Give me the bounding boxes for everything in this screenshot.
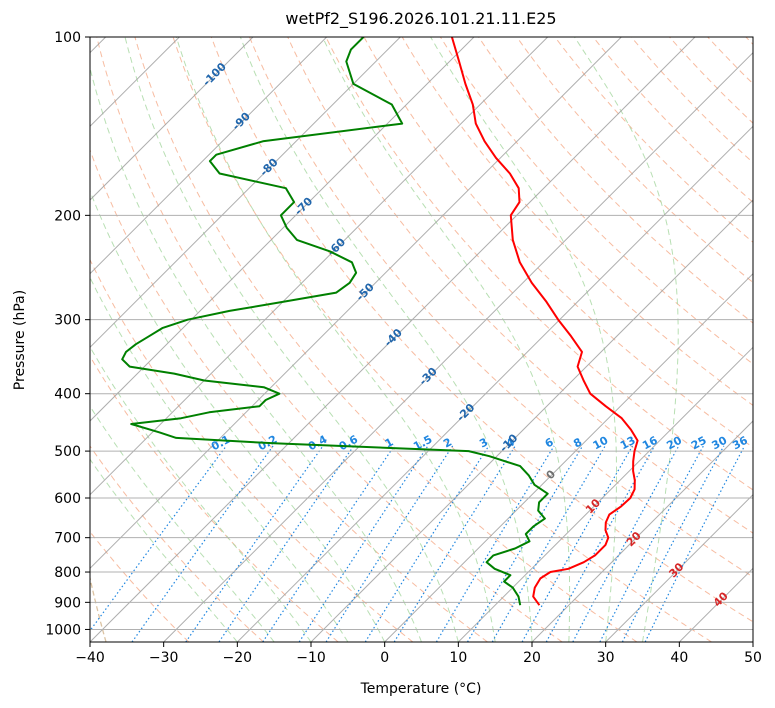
moist-adiabat-line xyxy=(175,37,496,642)
x-tick-label: −30 xyxy=(149,650,179,666)
isotherm-line xyxy=(90,37,401,349)
y-axis-label: Pressure (hPa) xyxy=(12,290,28,390)
dry-adiabat-line xyxy=(90,355,339,642)
mixing-ratio-label: 30 xyxy=(710,434,730,453)
mixing-ratio-label: 16 xyxy=(640,434,660,453)
moist-adiabat-line xyxy=(90,276,349,642)
isotherm-line xyxy=(236,125,753,642)
x-tick-label: −40 xyxy=(75,650,105,666)
isotherm-line xyxy=(90,37,622,570)
y-tick-label: 300 xyxy=(54,313,81,329)
y-tick-label: 100 xyxy=(54,30,81,46)
y-tick-label: 500 xyxy=(54,444,81,460)
mixing-ratio-line xyxy=(131,445,274,642)
profile-lines xyxy=(121,37,639,606)
y-tick-label: 200 xyxy=(54,208,81,224)
mixing-ratio-line xyxy=(218,445,355,642)
background-lines xyxy=(90,37,753,642)
mixing-ratio-label: 25 xyxy=(689,434,709,453)
y-tick-label: 1000 xyxy=(45,622,81,638)
x-tick-label: 50 xyxy=(744,650,762,666)
mixing-ratio-line xyxy=(364,445,490,642)
dry-adiabat-line xyxy=(172,37,712,642)
y-tick-label: 600 xyxy=(54,491,81,507)
mixing-ratio-line xyxy=(545,445,656,642)
isotherm-line xyxy=(384,272,753,642)
ice-reference-line xyxy=(90,574,107,642)
y-tick-label: 700 xyxy=(54,531,81,547)
mixing-ratio-line xyxy=(298,445,429,642)
dry-adiabat-line xyxy=(96,37,563,642)
y-tick-label: 400 xyxy=(54,387,81,403)
dry-adiabat-line xyxy=(249,37,753,578)
x-tick-label: −10 xyxy=(296,650,326,666)
x-tick-label: 30 xyxy=(597,650,615,666)
dry-adiabat-line xyxy=(287,37,753,534)
isotherm-line xyxy=(531,420,753,642)
moist-adiabat-line xyxy=(124,37,459,642)
plot-frame xyxy=(89,36,754,643)
y-tick-label: 800 xyxy=(54,565,81,581)
mixing-ratio-label: 20 xyxy=(664,434,684,453)
mixing-ratio-line xyxy=(435,445,555,642)
isotherm-line xyxy=(90,37,549,496)
isotherm-line xyxy=(90,37,696,642)
isotherm-line xyxy=(457,346,753,642)
moist-adiabat-line xyxy=(90,65,422,642)
x-tick-label: 20 xyxy=(523,650,541,666)
isotherm-line xyxy=(90,37,254,201)
moist-adiabat-line xyxy=(322,37,571,642)
axes: −40 −30 −20 −10 0 10 20 30 40 50 100 200 300 400 500 60… xyxy=(45,30,762,666)
moist-adiabat-line xyxy=(430,37,617,642)
mixing-ratio-line xyxy=(521,445,634,642)
x-axis-label: Temperature (°C) xyxy=(360,681,482,697)
chart-title: wetPf2_S196.2026.101.21.11.E25 xyxy=(285,9,556,29)
dry-adiabat-line xyxy=(210,37,753,623)
mixing-ratio-line xyxy=(185,445,324,642)
dry-adiabat-line xyxy=(90,258,414,642)
isotherm-line xyxy=(605,493,753,642)
y-tick-label: 900 xyxy=(54,595,81,611)
moist-adiabat-line xyxy=(90,458,238,642)
mixing-ratio-label: 36 xyxy=(730,434,750,453)
mixing-ratio-line xyxy=(466,445,584,642)
mixing-ratio-line xyxy=(621,445,725,642)
isotherm-line xyxy=(163,51,753,642)
mixing-ratio-label: 13 xyxy=(618,434,638,453)
x-tick-label: 10 xyxy=(449,650,467,666)
dry-adiabat-line xyxy=(90,445,264,642)
moist-adiabat-line xyxy=(239,37,533,642)
x-tick-label: 0 xyxy=(380,650,389,666)
moist-adiabat-line xyxy=(574,37,679,642)
dry-adiabat-line xyxy=(134,37,638,642)
temperature-profile-line xyxy=(450,37,639,606)
isotherm-line xyxy=(90,37,475,422)
mixing-ratio-label: 10 xyxy=(591,434,611,453)
x-tick-label: 40 xyxy=(670,650,688,666)
dewpoint-profile-line xyxy=(121,37,549,606)
moist-adiabat-line xyxy=(90,405,275,642)
pressure-grid xyxy=(90,37,753,630)
dry-adiabat-line xyxy=(516,37,753,284)
moist-adiabat-line xyxy=(90,189,386,642)
x-tick-label: −20 xyxy=(223,650,253,666)
mixing-ratio-line xyxy=(262,445,395,642)
mixing-ratio-line xyxy=(644,445,746,642)
dry-adiabat-line xyxy=(325,37,753,491)
mixing-ratio-line xyxy=(325,445,454,642)
isotherm-line xyxy=(310,199,753,642)
mixing-ratio-line xyxy=(393,445,516,642)
isotherm-line xyxy=(90,37,328,275)
